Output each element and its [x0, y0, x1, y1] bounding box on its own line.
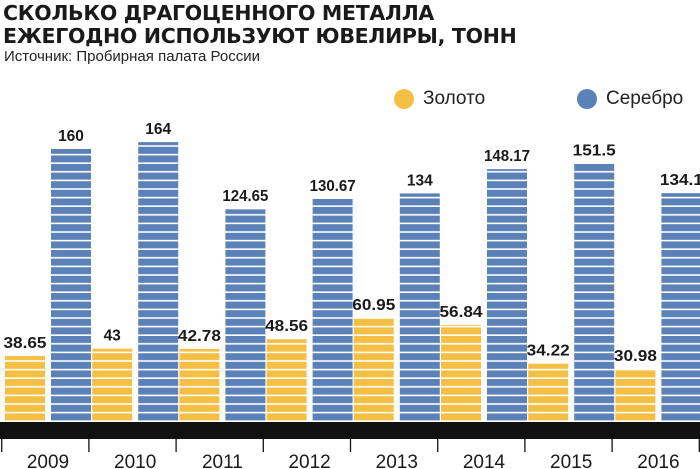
chart-title-line-1: СКОЛЬКО ДРАГОЦЕННОГО МЕТАЛЛА [3, 1, 434, 25]
data-label-gold-2015: 34.22 [527, 343, 570, 360]
data-label-gold-2013: 60.95 [352, 297, 395, 314]
x-tick-label-2009: 2009 [27, 452, 69, 469]
data-label-silver-2015: 151.5 [573, 142, 616, 159]
bar-silver-2009 [51, 148, 91, 422]
x-tick-label-2012: 2012 [288, 452, 330, 469]
legend-item-silver: Серебро [577, 88, 683, 110]
bar-gold-2011 [179, 348, 220, 422]
x-tick-label-2015: 2015 [550, 452, 592, 469]
bar-silver-2016 [661, 193, 700, 422]
bar-silver-2015 [574, 163, 615, 422]
bar-silver-2010 [138, 142, 179, 422]
bar-silver-2013 [399, 193, 440, 422]
bar-silver-2011 [225, 209, 266, 422]
bar-gold-2012 [266, 339, 307, 422]
bar-gold-2014 [441, 324, 481, 422]
legend-swatch-gold [394, 89, 414, 109]
x-tick-label-2011: 2011 [202, 452, 243, 469]
bar-gold-2016 [615, 369, 656, 422]
chart-title: СКОЛЬКО ДРАГОЦЕННОГО МЕТАЛЛА ЕЖЕГОДНО ИС… [3, 1, 517, 48]
x-tick-label-2016: 2016 [637, 452, 679, 469]
data-label-silver-2013: 134 [407, 172, 433, 189]
data-label-gold-2012: 48.56 [265, 318, 308, 335]
bar-gold-2009 [5, 356, 45, 422]
x-tick-label-2014: 2014 [463, 452, 506, 469]
data-label-silver-2012: 130.67 [310, 178, 356, 195]
chart-title-line-2: ЕЖЕГОДНО ИСПОЛЬЗУЮТ ЮВЕЛИРЫ, ТОНН [3, 24, 517, 48]
bar-gold-2010 [92, 348, 133, 422]
legend-label-gold: Золото [423, 88, 486, 109]
data-label-gold-2011: 42.78 [178, 328, 221, 345]
data-label-silver-2016: 134.1 [660, 172, 700, 189]
data-label-silver-2009: 160 [58, 128, 84, 145]
bar-gold-2013 [353, 317, 394, 422]
x-tick-label-2010: 2010 [114, 452, 156, 469]
bar-silver-2014 [487, 169, 527, 422]
x-tick-label-2013: 2013 [376, 452, 418, 469]
data-label-gold-2009: 38.65 [4, 335, 47, 352]
data-label-gold-2010: 43 [104, 328, 122, 345]
data-label-gold-2014: 56.84 [440, 304, 483, 321]
data-label-silver-2011: 124.65 [222, 188, 268, 205]
legend-swatch-silver [577, 89, 597, 109]
data-label-silver-2010: 164 [145, 121, 171, 138]
data-label-silver-2014: 148.17 [484, 148, 530, 165]
legend-label-silver: Серебро [606, 88, 684, 109]
bar-gold-2015 [528, 363, 569, 422]
data-label-gold-2016: 30.98 [614, 348, 657, 365]
legend-item-gold: Золото [394, 88, 485, 110]
chart-source: Источник: Пробирная палата России [4, 48, 260, 65]
bar-silver-2012 [312, 198, 353, 422]
